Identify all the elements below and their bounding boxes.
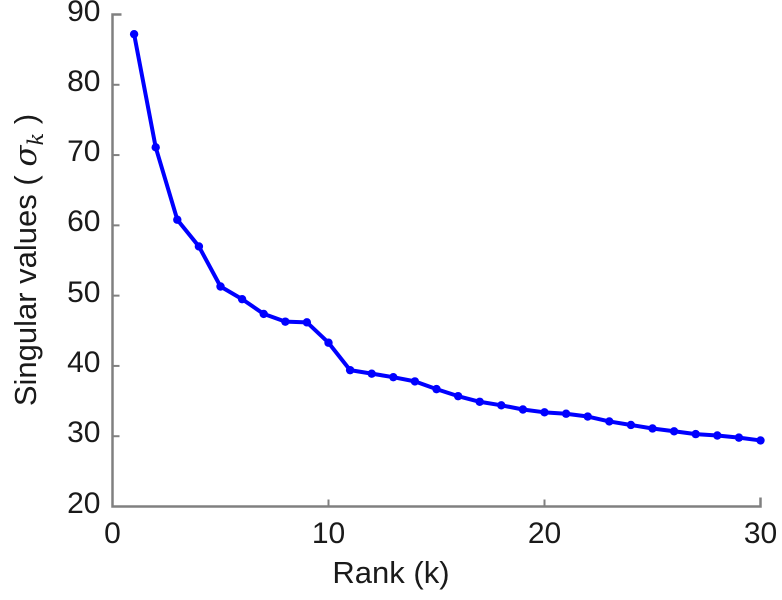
x-axis-ticks: [327, 499, 546, 507]
data-point-marker: [194, 242, 204, 251]
data-point-marker: [151, 143, 160, 152]
y-axis-label: Singular values ( σk ): [0, 0, 56, 520]
y-tick-label: 80: [67, 64, 101, 98]
data-point-marker: [669, 427, 679, 436]
y-tick-label: 20: [67, 486, 101, 520]
sigma-symbol: σ: [8, 145, 45, 167]
data-point-marker: [129, 29, 139, 39]
data-point-marker: [281, 317, 290, 326]
x-tick-label: 0: [104, 516, 121, 550]
data-point-marker: [605, 417, 614, 426]
data-point-marker: [367, 369, 376, 378]
data-point-marker: [324, 338, 333, 347]
data-point-marker: [540, 408, 549, 417]
data-point-marker: [497, 401, 506, 410]
data-point-marker: [389, 372, 398, 382]
x-tick-label: 10: [311, 516, 346, 550]
axes-frame: [111, 13, 762, 508]
data-point-marker: [756, 436, 765, 445]
data-point-marker: [475, 397, 484, 406]
x-axis-label: Rank (k): [332, 555, 450, 590]
data-point-marker: [691, 429, 700, 439]
data-point-marker: [345, 365, 355, 375]
y-axis-label-suffix: ): [8, 113, 44, 133]
y-tick-label: 40: [67, 345, 101, 379]
x-tick-label: 20: [527, 516, 562, 550]
data-point-marker: [734, 433, 744, 442]
y-tick-label: 50: [67, 275, 101, 309]
data-series-line: [129, 29, 765, 445]
y-axis-ticks: [112, 83, 120, 508]
data-point-marker: [410, 377, 420, 386]
sigma-subscript: k: [23, 132, 48, 146]
data-point-marker: [648, 424, 657, 433]
y-axis-label-prefix: Singular values (: [8, 166, 44, 407]
y-tick-label: 70: [67, 135, 101, 169]
data-point-marker: [216, 282, 225, 291]
data-point-marker: [518, 405, 528, 414]
data-point-marker: [453, 391, 463, 401]
data-point-marker: [626, 420, 636, 430]
data-point-marker: [173, 215, 182, 224]
series-polyline: [132, 32, 763, 443]
data-point-marker: [302, 318, 312, 327]
series-markers: [129, 29, 765, 445]
data-point-marker: [561, 409, 571, 418]
data-point-marker: [432, 384, 441, 394]
y-tick-label: 90: [67, 0, 101, 28]
data-point-marker: [713, 431, 722, 440]
x-tick-label: 30: [743, 516, 778, 550]
y-tick-label: 60: [67, 205, 101, 239]
data-point-marker: [583, 412, 592, 421]
y-tick-label: 30: [67, 416, 101, 450]
data-point-marker: [259, 309, 268, 319]
data-point-marker: [237, 294, 247, 304]
